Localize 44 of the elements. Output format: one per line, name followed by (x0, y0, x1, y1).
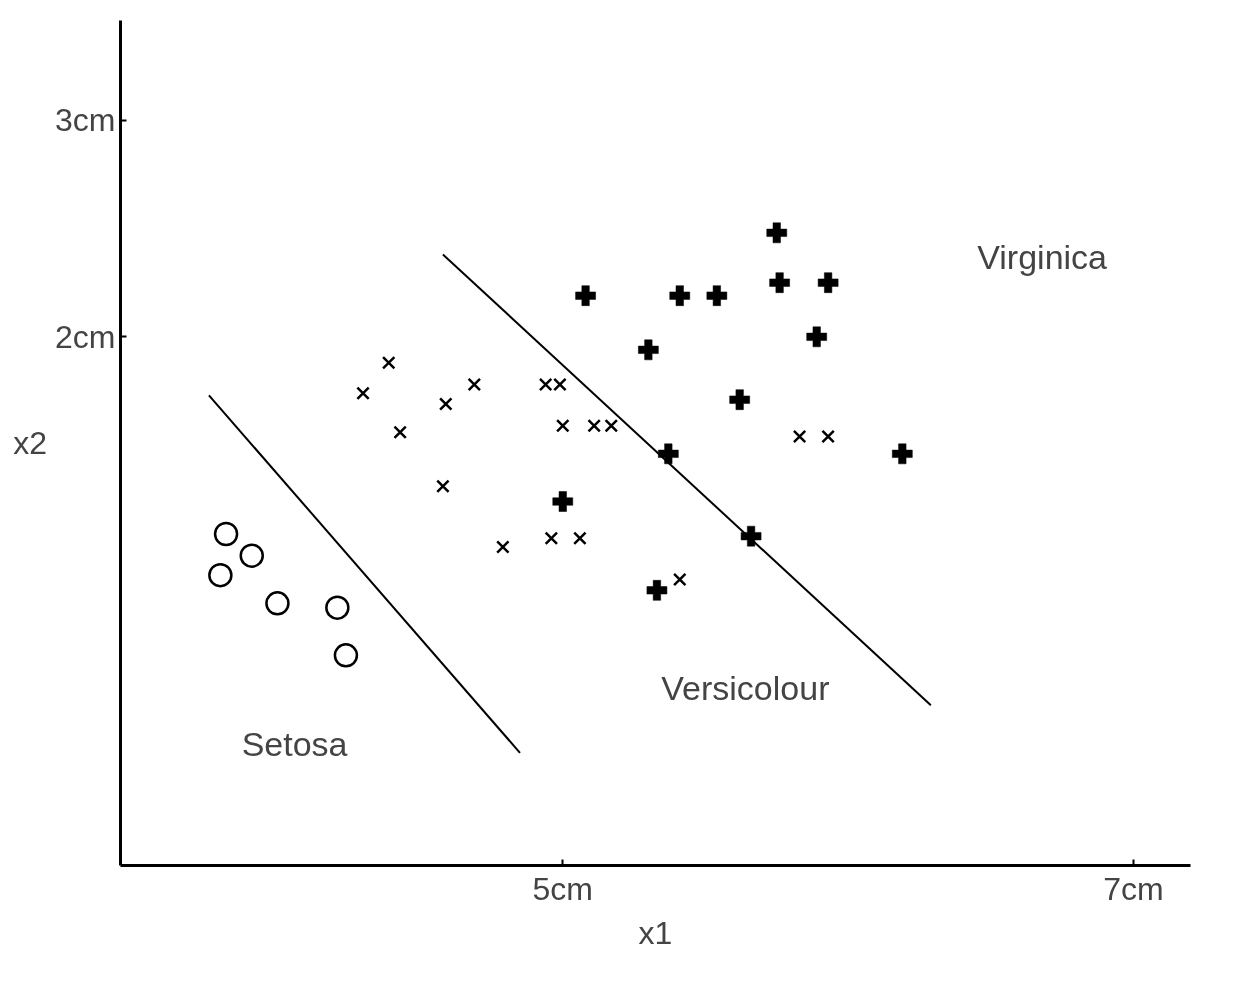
annotation: Versicolour (661, 668, 830, 707)
point (817, 272, 839, 293)
point (706, 285, 728, 306)
x-tick-label: 7cm (1103, 870, 1164, 907)
point (658, 443, 679, 465)
point (393, 425, 408, 440)
point (208, 562, 233, 588)
point (604, 418, 619, 433)
annotation: Virginica (977, 237, 1108, 276)
point (892, 443, 913, 465)
point (555, 418, 570, 433)
point (821, 429, 836, 444)
point (587, 418, 602, 433)
x-axis-title: x1 (638, 914, 673, 951)
point (806, 326, 827, 348)
point (495, 540, 510, 554)
annotation: Setosa (241, 725, 348, 764)
point (213, 521, 239, 547)
point (356, 386, 370, 401)
point (575, 285, 596, 306)
point (265, 591, 290, 616)
point (572, 531, 587, 546)
y-tick-label: 2cm (55, 318, 116, 355)
point (792, 429, 807, 444)
point (646, 580, 668, 601)
y-axis-title: x2 (13, 425, 48, 461)
point (544, 531, 559, 546)
point (381, 355, 396, 370)
point (552, 491, 574, 512)
x-tick-label: 5cm (532, 870, 593, 907)
point (239, 543, 264, 568)
point (672, 572, 687, 587)
point (729, 389, 750, 410)
point (740, 525, 762, 547)
point (766, 222, 788, 244)
point (333, 643, 359, 668)
point (669, 285, 690, 306)
point (325, 595, 350, 620)
y-tick-label: 3cm (55, 102, 116, 139)
point (638, 339, 659, 361)
point (467, 377, 482, 392)
point (436, 479, 450, 494)
point (769, 272, 790, 293)
point (438, 397, 453, 411)
